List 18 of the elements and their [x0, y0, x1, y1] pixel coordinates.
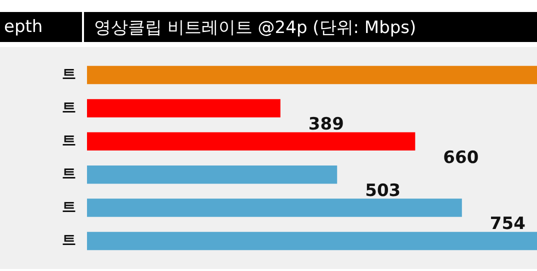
y-tick-label: 트: [62, 133, 76, 150]
y-tick-label: 트: [62, 100, 76, 116]
data-label: 660: [443, 148, 479, 168]
bar: [87, 165, 338, 184]
bar: [87, 198, 462, 217]
y-axis-title: epth: [0, 12, 84, 42]
y-tick-label: 트: [62, 232, 76, 249]
chart-title: 영상클립 비트레이트 @24p (단위: Mbps): [93, 16, 416, 38]
y-tick-label: 트: [62, 166, 76, 182]
bar: [87, 99, 280, 118]
data-label: 503: [365, 181, 401, 202]
data-label: 754: [490, 214, 526, 234]
data-label: 389: [308, 114, 344, 135]
bar: [87, 232, 537, 250]
y-tick-label: 트: [62, 199, 76, 216]
bar: [87, 132, 416, 151]
y-tick-label: 트: [62, 66, 76, 83]
bar: [87, 66, 537, 84]
